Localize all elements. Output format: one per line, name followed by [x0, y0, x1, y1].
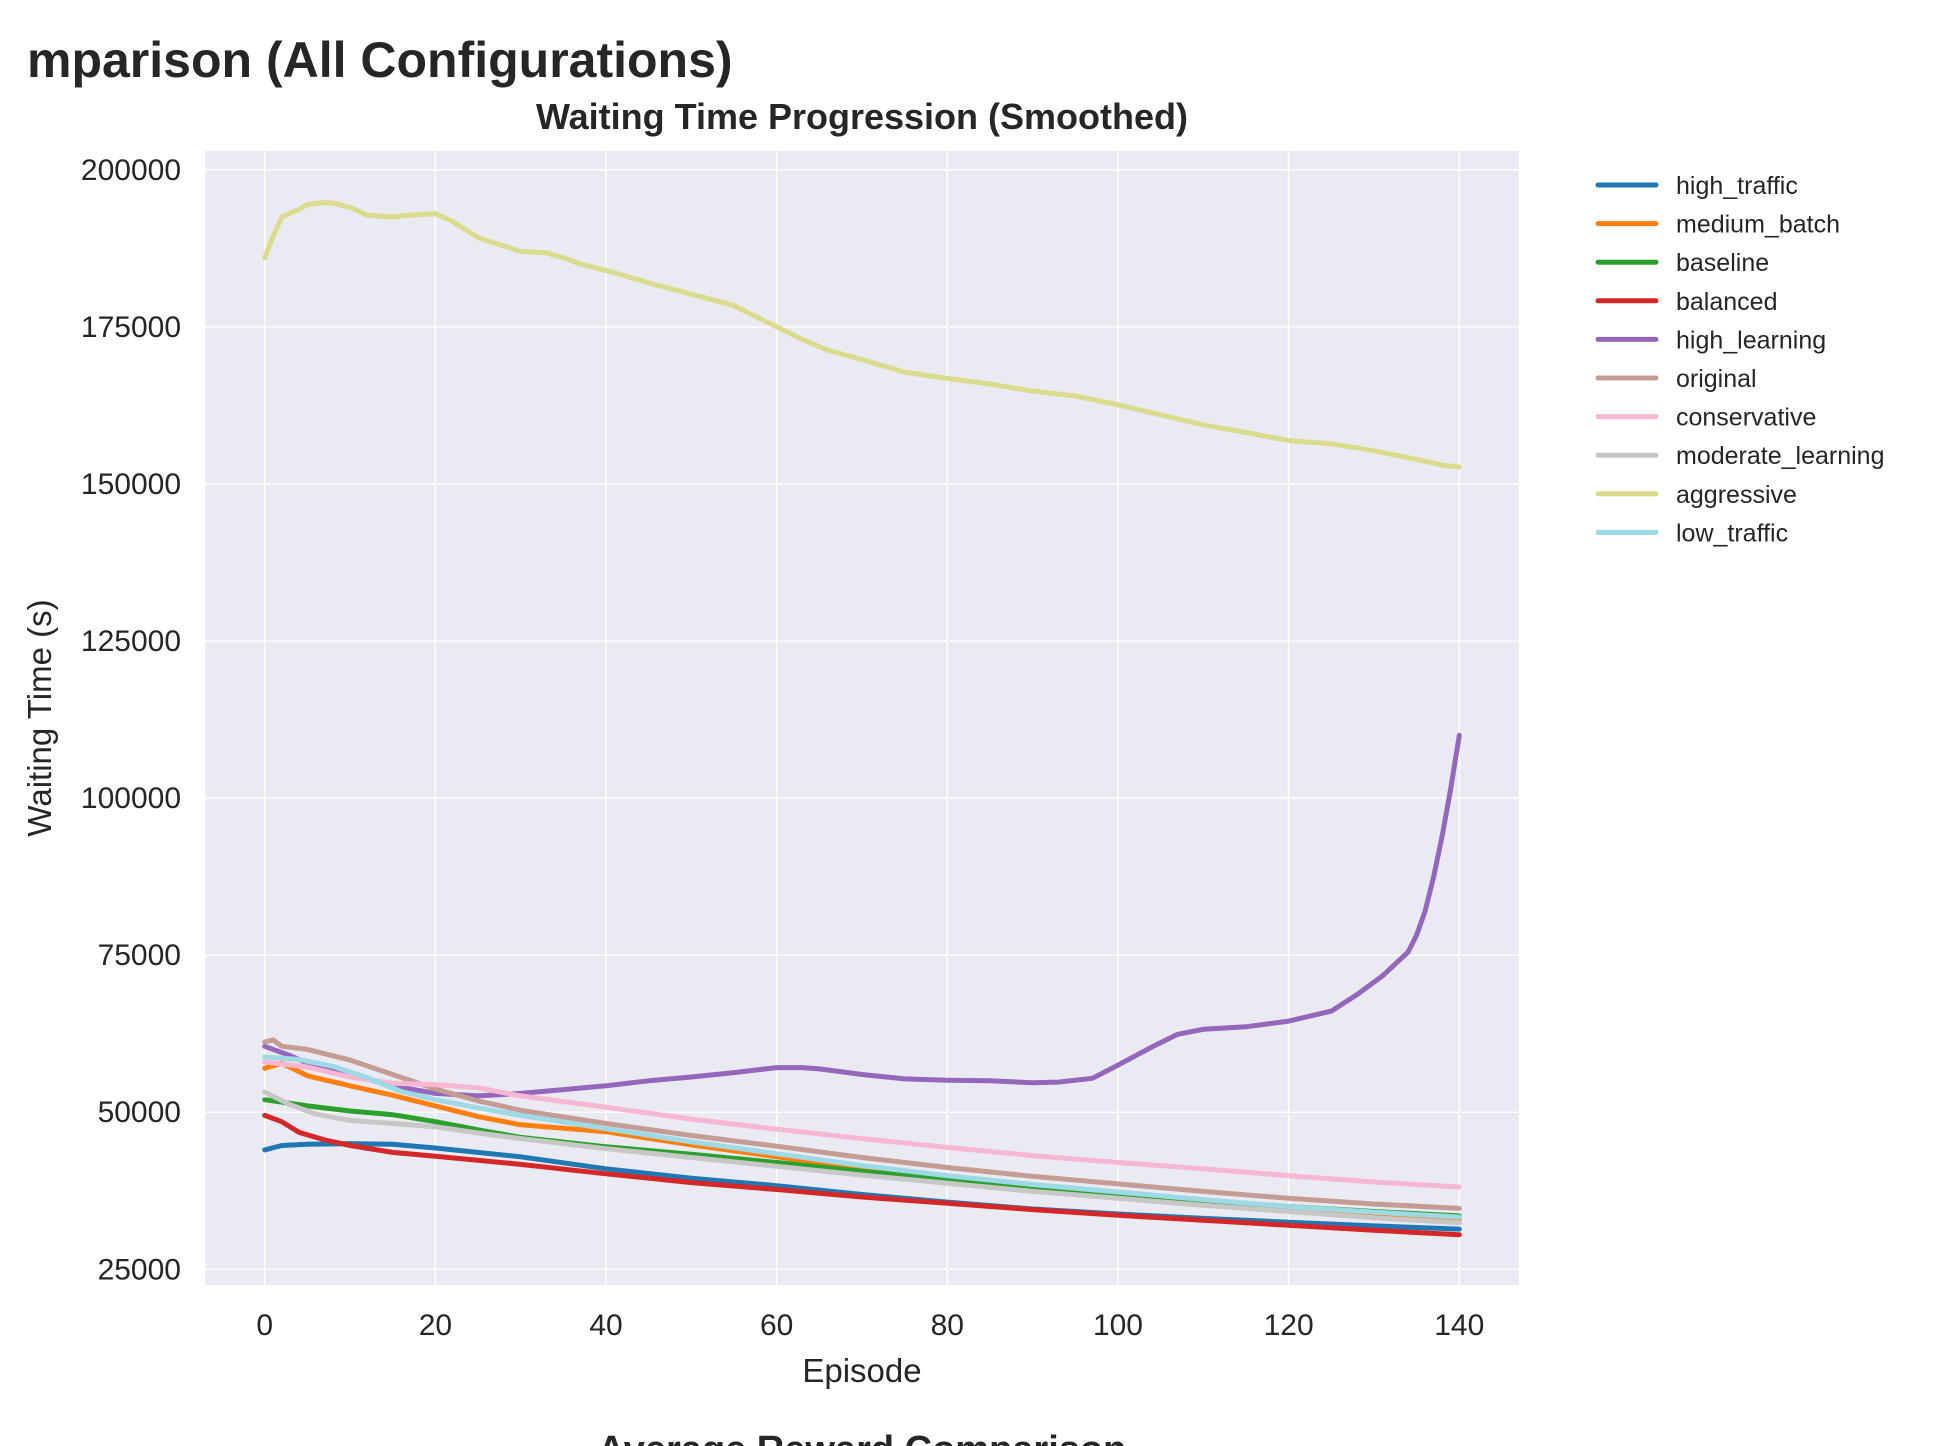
- series-lines: [262, 200, 1462, 1238]
- x-tick-label: 120: [1264, 1309, 1314, 1342]
- legend-label-moderate_learning: moderate_learning: [1676, 442, 1884, 470]
- x-tick-label: 140: [1434, 1309, 1484, 1342]
- x-tick-label: 20: [419, 1309, 452, 1342]
- cut-subplot-title: Average Reward Comparison: [598, 1429, 1127, 1446]
- series-line-balanced: [262, 1112, 1462, 1238]
- y-tick-label: 125000: [81, 625, 181, 658]
- y-axis-label: Waiting Time (s): [21, 599, 58, 836]
- y-tick-label: 25000: [98, 1253, 181, 1286]
- legend-label-low_traffic: low_traffic: [1676, 519, 1788, 547]
- legend-label-medium_batch: medium_batch: [1676, 211, 1840, 239]
- y-tick-label: 200000: [81, 154, 181, 187]
- grid-lines: [205, 151, 1519, 1285]
- legend-label-aggressive: aggressive: [1676, 481, 1797, 509]
- y-tick-labels: 25000 50000 75000 100000 125000 150000 175000 2…: [81, 154, 181, 1286]
- legend-label-conservative: conservative: [1676, 404, 1816, 432]
- x-tick-label: 40: [589, 1309, 622, 1342]
- legend-label-high_learning: high_learning: [1676, 326, 1826, 354]
- x-axis-label: Episode: [802, 1352, 921, 1389]
- x-tick-labels: 0 20 40 60 80 100 120 140: [256, 1309, 1484, 1342]
- series-line-moderate_learning: [262, 1089, 1462, 1226]
- x-tick-label: 80: [931, 1309, 964, 1342]
- x-tick-label: 0: [256, 1309, 273, 1342]
- legend-label-baseline: baseline: [1676, 249, 1769, 277]
- legend-label-balanced: balanced: [1676, 288, 1777, 316]
- series-line-original: [262, 1037, 1462, 1211]
- x-tick-label: 100: [1093, 1309, 1143, 1342]
- series-line-low_traffic: [262, 1054, 1462, 1220]
- series-line-aggressive: [262, 200, 1462, 470]
- series-line-high_learning: [262, 732, 1462, 1099]
- legend: high_traffic medium_batch baseline balanced…: [1595, 172, 1884, 547]
- y-tick-label: 150000: [81, 468, 181, 501]
- series-line-conservative: [262, 1059, 1462, 1190]
- y-tick-label: 100000: [81, 782, 181, 815]
- y-tick-label: 175000: [81, 311, 181, 344]
- legend-label-high_traffic: high_traffic: [1676, 172, 1798, 200]
- y-tick-label: 50000: [98, 1096, 181, 1129]
- x-tick-label: 60: [760, 1309, 793, 1342]
- legend-label-original: original: [1676, 365, 1757, 393]
- y-tick-label: 75000: [98, 939, 181, 972]
- figure-suptitle: mparison (All Configurations): [27, 32, 733, 88]
- chart-title: Waiting Time Progression (Smoothed): [536, 96, 1188, 137]
